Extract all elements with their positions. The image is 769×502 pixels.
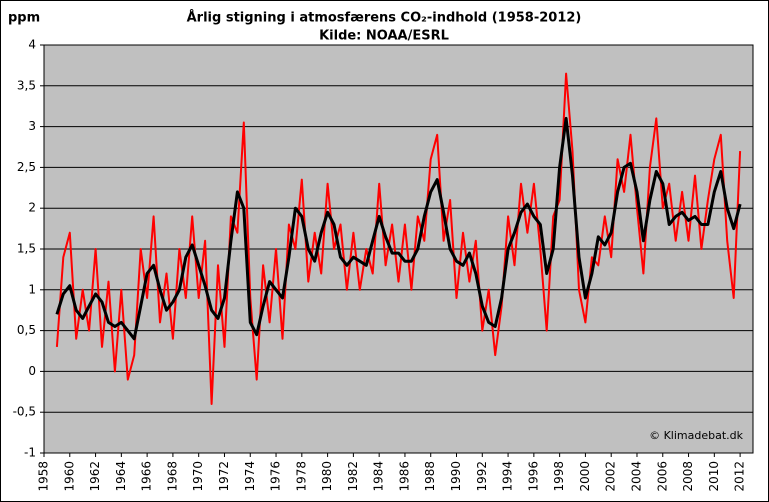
data-line <box>55 116 742 341</box>
x-tick-label: 2008 <box>681 461 695 492</box>
y-tick-label: 2 <box>28 201 36 215</box>
x-tick-label: 2012 <box>733 461 747 492</box>
x-tick-label: 1992 <box>475 461 489 492</box>
x-tick-label: 1964 <box>114 461 128 492</box>
y-tick-label: 0,5 <box>17 323 36 337</box>
x-tick-label: 1988 <box>423 461 437 492</box>
x-tick-label: 1998 <box>552 461 566 492</box>
x-tick-label: 2010 <box>707 461 721 492</box>
x-tick-label: 2000 <box>578 461 592 492</box>
x-tick-label: 1968 <box>165 461 179 492</box>
x-tick-label: 1982 <box>346 461 360 492</box>
plot-border <box>43 44 754 454</box>
annotation: © Klimadebat.dk <box>649 429 744 442</box>
x-tick-label: 1976 <box>269 461 283 492</box>
x-tick-label: 1970 <box>191 461 205 492</box>
y-tick-label: 3,5 <box>17 78 36 92</box>
x-tick-label: 1962 <box>88 461 102 492</box>
y-tick-label: -0,5 <box>13 405 36 419</box>
x-tick-label: 1960 <box>62 461 76 492</box>
x-tick-label: 1986 <box>397 461 411 492</box>
chart-title: Årlig stigning i atmosfærens CO₂-indhold… <box>187 10 582 26</box>
x-tick-label: 2006 <box>655 461 669 492</box>
y-tick-label: 2,5 <box>17 160 36 174</box>
x-tick-label: 1958 <box>37 461 51 492</box>
y-axis-label: ppm <box>8 11 40 26</box>
x-tick-label: 2002 <box>604 461 618 492</box>
y-tick-label: 1,5 <box>17 242 36 256</box>
x-tick-label: 1990 <box>449 461 463 492</box>
x-tick-label: 1972 <box>217 461 231 492</box>
y-tick-label: 1 <box>28 282 36 296</box>
x-tick-label: 1978 <box>294 461 308 492</box>
x-tick-label: 1980 <box>320 461 334 492</box>
x-tick-label: 2004 <box>629 461 643 492</box>
x-tick-label: 1996 <box>526 461 540 492</box>
x-tick-label: 1994 <box>501 461 515 492</box>
x-tick-label: 1974 <box>243 461 257 492</box>
data-line <box>55 72 742 405</box>
y-tick-label: -1 <box>24 446 36 460</box>
x-tick-label: 1966 <box>140 461 154 492</box>
y-tick-label: 3 <box>28 119 36 133</box>
y-tick-label: 0 <box>28 364 36 378</box>
x-tick-label: 1984 <box>372 461 386 492</box>
chart-subtitle: Kilde: NOAA/ESRL <box>319 29 449 44</box>
y-tick-label: 4 <box>28 38 36 52</box>
